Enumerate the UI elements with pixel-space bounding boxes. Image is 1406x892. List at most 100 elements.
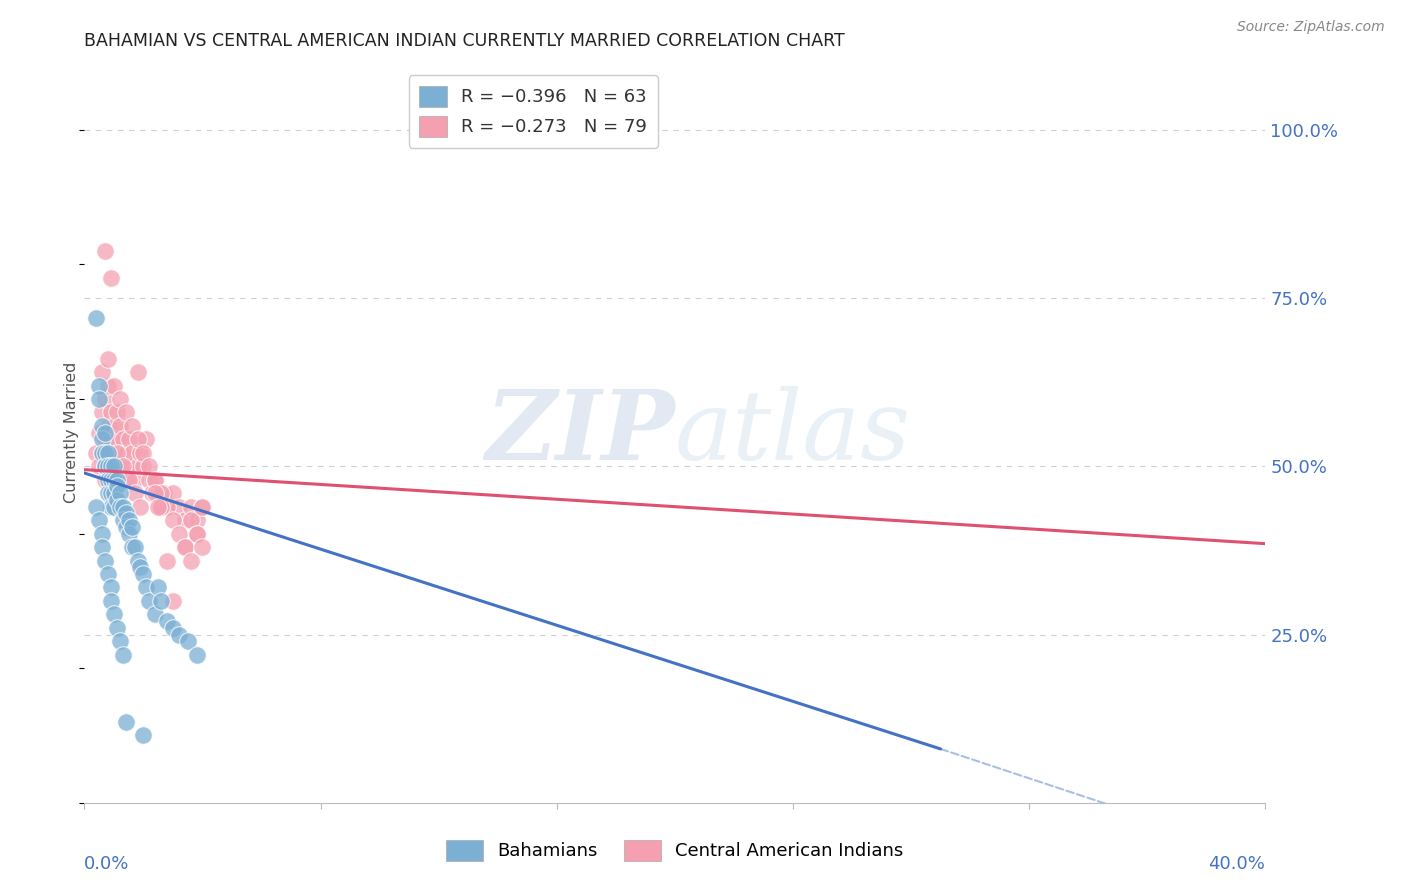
- Point: [91, 540, 114, 554]
- Point: [150, 500, 173, 514]
- Point: [118, 433, 141, 447]
- Point: [97, 566, 120, 581]
- Point: [121, 446, 143, 460]
- Point: [103, 486, 125, 500]
- Point: [167, 627, 190, 641]
- Point: [103, 607, 125, 622]
- Point: [105, 492, 128, 507]
- Point: [148, 581, 170, 595]
- Point: [186, 648, 208, 662]
- Point: [108, 446, 131, 460]
- Point: [103, 418, 125, 433]
- Point: [97, 378, 120, 392]
- Point: [186, 526, 208, 541]
- Point: [127, 433, 149, 447]
- Point: [132, 566, 155, 581]
- Point: [91, 433, 114, 447]
- Point: [97, 486, 120, 500]
- Point: [105, 621, 128, 635]
- Point: [100, 473, 122, 487]
- Point: [94, 473, 117, 487]
- Point: [191, 540, 214, 554]
- Point: [94, 425, 117, 440]
- Point: [148, 486, 170, 500]
- Point: [94, 553, 117, 567]
- Point: [84, 446, 107, 460]
- Point: [114, 520, 136, 534]
- Point: [100, 270, 122, 285]
- Point: [150, 500, 173, 514]
- Point: [118, 473, 141, 487]
- Point: [129, 560, 152, 574]
- Point: [156, 500, 179, 514]
- Point: [150, 594, 173, 608]
- Point: [111, 459, 134, 474]
- Point: [135, 581, 157, 595]
- Point: [118, 513, 141, 527]
- Point: [141, 486, 163, 500]
- Y-axis label: Currently Married: Currently Married: [63, 362, 79, 503]
- Point: [97, 446, 120, 460]
- Point: [143, 607, 166, 622]
- Point: [162, 513, 184, 527]
- Point: [186, 526, 208, 541]
- Point: [100, 594, 122, 608]
- Point: [162, 594, 184, 608]
- Point: [156, 500, 179, 514]
- Point: [103, 378, 125, 392]
- Point: [103, 500, 125, 514]
- Point: [100, 433, 122, 447]
- Point: [97, 351, 120, 366]
- Point: [173, 540, 195, 554]
- Point: [127, 553, 149, 567]
- Point: [105, 405, 128, 419]
- Text: Source: ZipAtlas.com: Source: ZipAtlas.com: [1237, 20, 1385, 34]
- Point: [143, 486, 166, 500]
- Point: [94, 446, 117, 460]
- Point: [118, 526, 141, 541]
- Point: [87, 378, 111, 392]
- Point: [84, 311, 107, 326]
- Point: [111, 513, 134, 527]
- Point: [100, 486, 122, 500]
- Point: [114, 714, 136, 729]
- Point: [124, 540, 146, 554]
- Point: [124, 486, 146, 500]
- Point: [191, 500, 214, 514]
- Point: [177, 634, 200, 648]
- Point: [108, 418, 131, 433]
- Point: [156, 614, 179, 628]
- Point: [105, 473, 128, 487]
- Point: [143, 473, 166, 487]
- Point: [127, 365, 149, 379]
- Point: [105, 479, 128, 493]
- Text: 40.0%: 40.0%: [1209, 855, 1265, 872]
- Point: [111, 500, 134, 514]
- Point: [186, 513, 208, 527]
- Point: [132, 459, 155, 474]
- Point: [138, 459, 160, 474]
- Point: [118, 459, 141, 474]
- Point: [100, 459, 122, 474]
- Legend: Bahamians, Central American Indians: Bahamians, Central American Indians: [439, 832, 911, 868]
- Text: ZIP: ZIP: [485, 385, 675, 480]
- Point: [153, 486, 176, 500]
- Point: [105, 446, 128, 460]
- Point: [103, 473, 125, 487]
- Point: [129, 446, 152, 460]
- Point: [114, 405, 136, 419]
- Point: [150, 486, 173, 500]
- Point: [127, 459, 149, 474]
- Point: [94, 459, 117, 474]
- Point: [191, 500, 214, 514]
- Point: [100, 405, 122, 419]
- Point: [94, 433, 117, 447]
- Point: [91, 405, 114, 419]
- Point: [114, 473, 136, 487]
- Point: [121, 540, 143, 554]
- Point: [103, 446, 125, 460]
- Text: BAHAMIAN VS CENTRAL AMERICAN INDIAN CURRENTLY MARRIED CORRELATION CHART: BAHAMIAN VS CENTRAL AMERICAN INDIAN CURR…: [84, 32, 845, 50]
- Point: [111, 459, 134, 474]
- Point: [114, 507, 136, 521]
- Point: [87, 392, 111, 406]
